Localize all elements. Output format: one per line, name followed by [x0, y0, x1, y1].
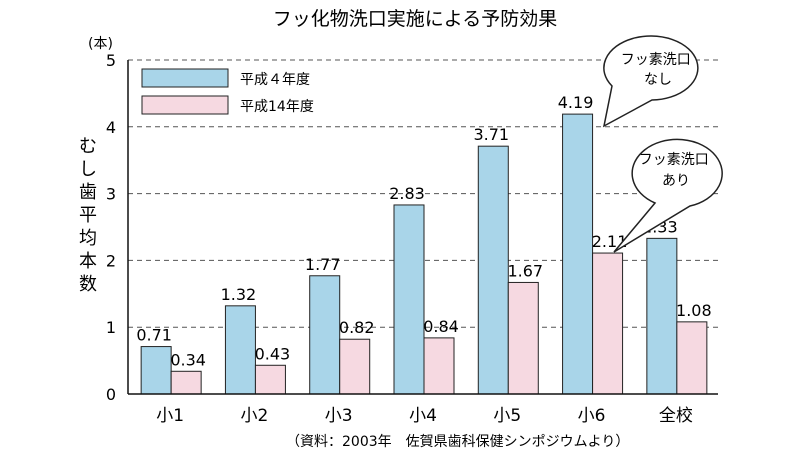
y-tick-label: 0: [106, 385, 116, 404]
bar-h14: [592, 252, 624, 395]
bar-h4: [562, 113, 594, 395]
y-axis-label-char: 本: [79, 251, 97, 272]
y-axis-label-char: 数: [79, 274, 97, 295]
legend-label-h4: 平成４年度: [240, 72, 310, 88]
bar-h14: [339, 338, 371, 395]
bar-h4: [309, 275, 341, 395]
data-label-h4: 4.19: [558, 93, 594, 112]
data-label-h14: 0.84: [423, 317, 459, 336]
bar-h4: [646, 237, 678, 395]
data-label-h4: 1.77: [305, 255, 341, 274]
data-label-h14: 1.67: [507, 261, 543, 280]
bar-h4: [140, 346, 172, 395]
y-axis-label-char: 平: [79, 205, 97, 226]
data-label-h4: 0.71: [136, 326, 172, 345]
y-axis-label-char: し: [79, 159, 97, 180]
y-axis-label-char: 均: [79, 228, 97, 249]
y-tick-label: 2: [106, 251, 116, 270]
x-tick-label: 小5: [493, 406, 521, 426]
x-tick-label: 小4: [409, 406, 437, 426]
legend-swatch-h4: [141, 68, 229, 88]
data-label-h14: 0.43: [255, 344, 291, 363]
bar-h4: [477, 145, 509, 395]
callout-nashi-line1: フッ素洗口: [621, 52, 691, 68]
data-label-h14: 0.82: [339, 318, 375, 337]
callout-ari: フッ素洗口 あり: [613, 138, 723, 253]
data-label-h4: 2.83: [389, 184, 425, 203]
data-label-h14: 1.08: [676, 301, 712, 320]
callout-nashi-shape: [602, 35, 699, 128]
data-labels: 0.71 0.34 1.32 0.43 1.77 0.82 2.83 0.84 3.71 1.67…: [136, 93, 711, 369]
source-note: （資料：2003年 佐賀県歯科保健シンポジウムより）: [286, 434, 629, 450]
y-tick-label: 1: [106, 318, 116, 337]
legend-label-h14: 平成14年度: [240, 99, 314, 115]
callout-ari-line2: あり: [662, 173, 690, 189]
x-tick-label: 小1: [156, 406, 184, 426]
y-tick-label: 3: [106, 185, 116, 204]
callout-nashi: フッ素洗口 なし: [602, 35, 699, 128]
legend: 平成４年度 平成14年度: [141, 68, 314, 115]
data-label-h4: 3.71: [473, 125, 509, 144]
bar-h4: [224, 305, 256, 395]
bar-h14: [170, 370, 202, 395]
bar-h14: [254, 364, 286, 395]
y-axis-label-char: む: [79, 136, 97, 157]
y-tick-label: 5: [106, 51, 116, 70]
y-tick-label: 4: [106, 118, 116, 137]
callout-ari-shape: [613, 138, 723, 253]
bars: [140, 113, 708, 395]
bar-h14: [507, 281, 539, 395]
x-tick-label: 全校: [659, 406, 693, 426]
y-axis-ticks: 0 1 2 3 4 5: [106, 51, 116, 404]
bar-h4: [393, 204, 425, 395]
bar-h14: [676, 321, 708, 395]
data-label-h14: 0.34: [170, 350, 206, 369]
x-tick-label: 小3: [325, 406, 353, 426]
bar-h14: [423, 337, 455, 395]
x-tick-label: 小2: [241, 406, 269, 426]
x-tick-label: 小6: [578, 406, 606, 426]
callout-nashi-line2: なし: [644, 72, 672, 88]
y-axis-unit: (本): [88, 36, 113, 52]
callout-nashi-text: フッ素洗口 なし: [621, 52, 695, 88]
callout-ari-line1: フッ素洗口: [639, 152, 709, 168]
x-axis-ticks: 小1 小2 小3 小4 小5 小6 全校: [156, 406, 693, 426]
chart-title: フッ化物洗口実施による予防効果: [273, 8, 557, 30]
callout-ari-text: フッ素洗口 あり: [639, 152, 713, 189]
data-label-h4: 1.32: [221, 285, 257, 304]
legend-swatch-h14: [141, 95, 229, 115]
y-axis-label-char: 歯: [79, 182, 97, 203]
